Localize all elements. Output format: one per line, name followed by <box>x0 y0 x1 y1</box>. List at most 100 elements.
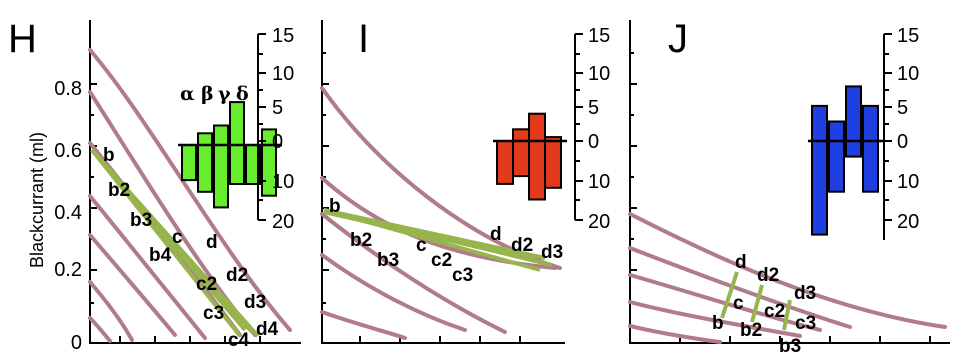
inset-cat-gamma: γ <box>218 83 231 105</box>
j-curve-4 <box>628 300 802 338</box>
h-curve-labels: b b2 b3 b4 c c2 c3 c4 d d2 d3 d4 <box>103 145 279 351</box>
label-b: b <box>103 145 115 166</box>
i-curve-labels: b b2 b3 c c2 c3 d d2 d3 <box>329 196 563 286</box>
j-right-tick-10b: 10 <box>897 171 919 193</box>
h-right-tick-5: 5 <box>272 97 283 119</box>
inset-bar <box>828 120 845 193</box>
i-right-tick-0: 0 <box>588 131 599 153</box>
label-b3: b3 <box>130 210 152 231</box>
h-inset-bars <box>178 101 282 209</box>
panel-i: I b b2 b3 c c2 c3 d d2 d3 <box>320 17 610 344</box>
label-c: c <box>416 235 427 256</box>
panel-h: H Blackcurrant (ml) 0 0.2 0.4 0.6 0.8 <box>8 17 301 354</box>
panel-letter-j: J <box>668 17 688 61</box>
label-d3: d3 <box>244 292 266 313</box>
label-d3: d3 <box>794 283 816 304</box>
j-curves <box>628 212 947 344</box>
panel-letter-h: H <box>8 17 37 61</box>
panel-letter-i: I <box>358 17 369 61</box>
inset-cat-beta: β <box>201 83 214 105</box>
label-c: c <box>172 227 183 248</box>
inset-cat-alpha: α <box>180 83 195 105</box>
h-axes <box>89 20 301 344</box>
inset-bar <box>181 144 197 182</box>
j-inset-bars <box>808 85 884 236</box>
h-tielines <box>90 148 260 338</box>
j-tielines <box>720 271 792 331</box>
i-axis-ticks <box>322 52 521 343</box>
h-right-tick-20: 20 <box>272 211 294 233</box>
j-curve-1 <box>628 212 947 329</box>
y-tick-0.2: 0.2 <box>54 259 82 281</box>
i-inset-bars <box>493 112 567 201</box>
label-d: d <box>490 224 502 245</box>
label-b3: b3 <box>377 250 399 271</box>
j-curve-5 <box>628 324 722 344</box>
label-c3: c3 <box>452 265 473 286</box>
i-axes <box>321 20 565 344</box>
y-tick-0.8: 0.8 <box>54 78 82 100</box>
label-d2: d2 <box>757 265 779 286</box>
j-right-tick-20: 20 <box>897 211 919 233</box>
h-curve-5 <box>88 233 177 337</box>
j-right-tick-5: 5 <box>897 97 908 119</box>
label-d4: d4 <box>256 319 279 340</box>
panel-j: J b b2 b3 c c2 c3 d d2 d3 <box>628 17 950 357</box>
label-c4: c4 <box>228 330 250 351</box>
label-d3: d3 <box>541 242 563 263</box>
label-b2: b2 <box>350 230 372 251</box>
inset-bar <box>197 132 213 193</box>
inset-bar <box>496 140 514 185</box>
y-tick-0: 0 <box>71 332 82 354</box>
j-right-axis-ticks <box>884 33 892 221</box>
label-b4: b4 <box>149 245 172 266</box>
inset-bar <box>229 101 245 185</box>
i-right-axis-ticks <box>575 33 583 221</box>
label-c2: c2 <box>431 250 452 271</box>
h-curve-4 <box>88 194 207 340</box>
j-right-tick-10: 10 <box>897 63 919 85</box>
y-axis-label: Blackcurrant (ml) <box>27 132 47 268</box>
i-curves <box>320 86 562 340</box>
i-curve-5 <box>320 310 407 340</box>
label-b2: b2 <box>108 180 130 201</box>
label-c2: c2 <box>764 301 785 322</box>
label-d2: d2 <box>226 265 248 286</box>
i-right-tick-15: 15 <box>588 25 610 47</box>
j-curve-3 <box>628 273 822 332</box>
inset-bar <box>512 128 530 178</box>
h-right-tick-15: 15 <box>272 25 294 47</box>
i-right-tick-20: 20 <box>588 211 610 233</box>
label-b: b <box>329 196 341 217</box>
label-b3: b3 <box>779 336 801 357</box>
label-d: d <box>735 252 747 273</box>
label-d2: d2 <box>511 235 533 256</box>
inset-bar <box>544 136 562 189</box>
inset-bar <box>811 104 828 236</box>
h-right-tick-0: 0 <box>272 131 283 153</box>
h-right-tick-10b: 10 <box>272 171 294 193</box>
j-axes <box>629 20 950 344</box>
i-tielines <box>323 208 553 272</box>
inset-bar <box>845 85 862 158</box>
i-right-tick-10: 10 <box>588 63 610 85</box>
h-curve-1 <box>88 48 292 332</box>
label-d: d <box>206 232 218 253</box>
i-right-tick-10b: 10 <box>588 171 610 193</box>
label-b: b <box>712 313 724 334</box>
i-curve-3 <box>320 212 507 334</box>
inset-bar <box>528 112 546 201</box>
h-curve-6 <box>88 280 134 342</box>
inset-cat-delta: δ <box>236 83 249 105</box>
inset-bar <box>862 104 879 193</box>
label-b2: b2 <box>740 320 762 341</box>
i-curve-4 <box>320 253 467 332</box>
label-c3: c3 <box>203 303 224 324</box>
y-tick-0.4: 0.4 <box>54 202 82 224</box>
label-c3: c3 <box>795 313 816 334</box>
h-curve-7 <box>88 316 112 343</box>
inset-bar <box>213 124 229 209</box>
j-right-tick-15: 15 <box>897 25 919 47</box>
j-curve-labels: b b2 b3 c c2 c3 d d2 d3 <box>712 252 816 357</box>
